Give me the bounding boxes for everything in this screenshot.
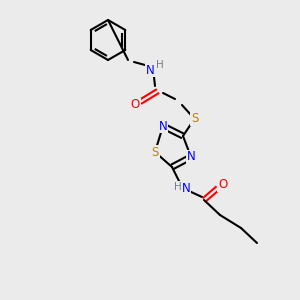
Text: S: S xyxy=(191,112,199,125)
Text: N: N xyxy=(182,182,190,196)
Text: N: N xyxy=(187,151,195,164)
Text: H: H xyxy=(156,60,164,70)
Text: S: S xyxy=(151,146,159,158)
Text: N: N xyxy=(146,64,154,76)
Text: O: O xyxy=(218,178,228,191)
Text: O: O xyxy=(130,98,140,112)
Text: H: H xyxy=(174,182,182,192)
Text: N: N xyxy=(159,119,167,133)
